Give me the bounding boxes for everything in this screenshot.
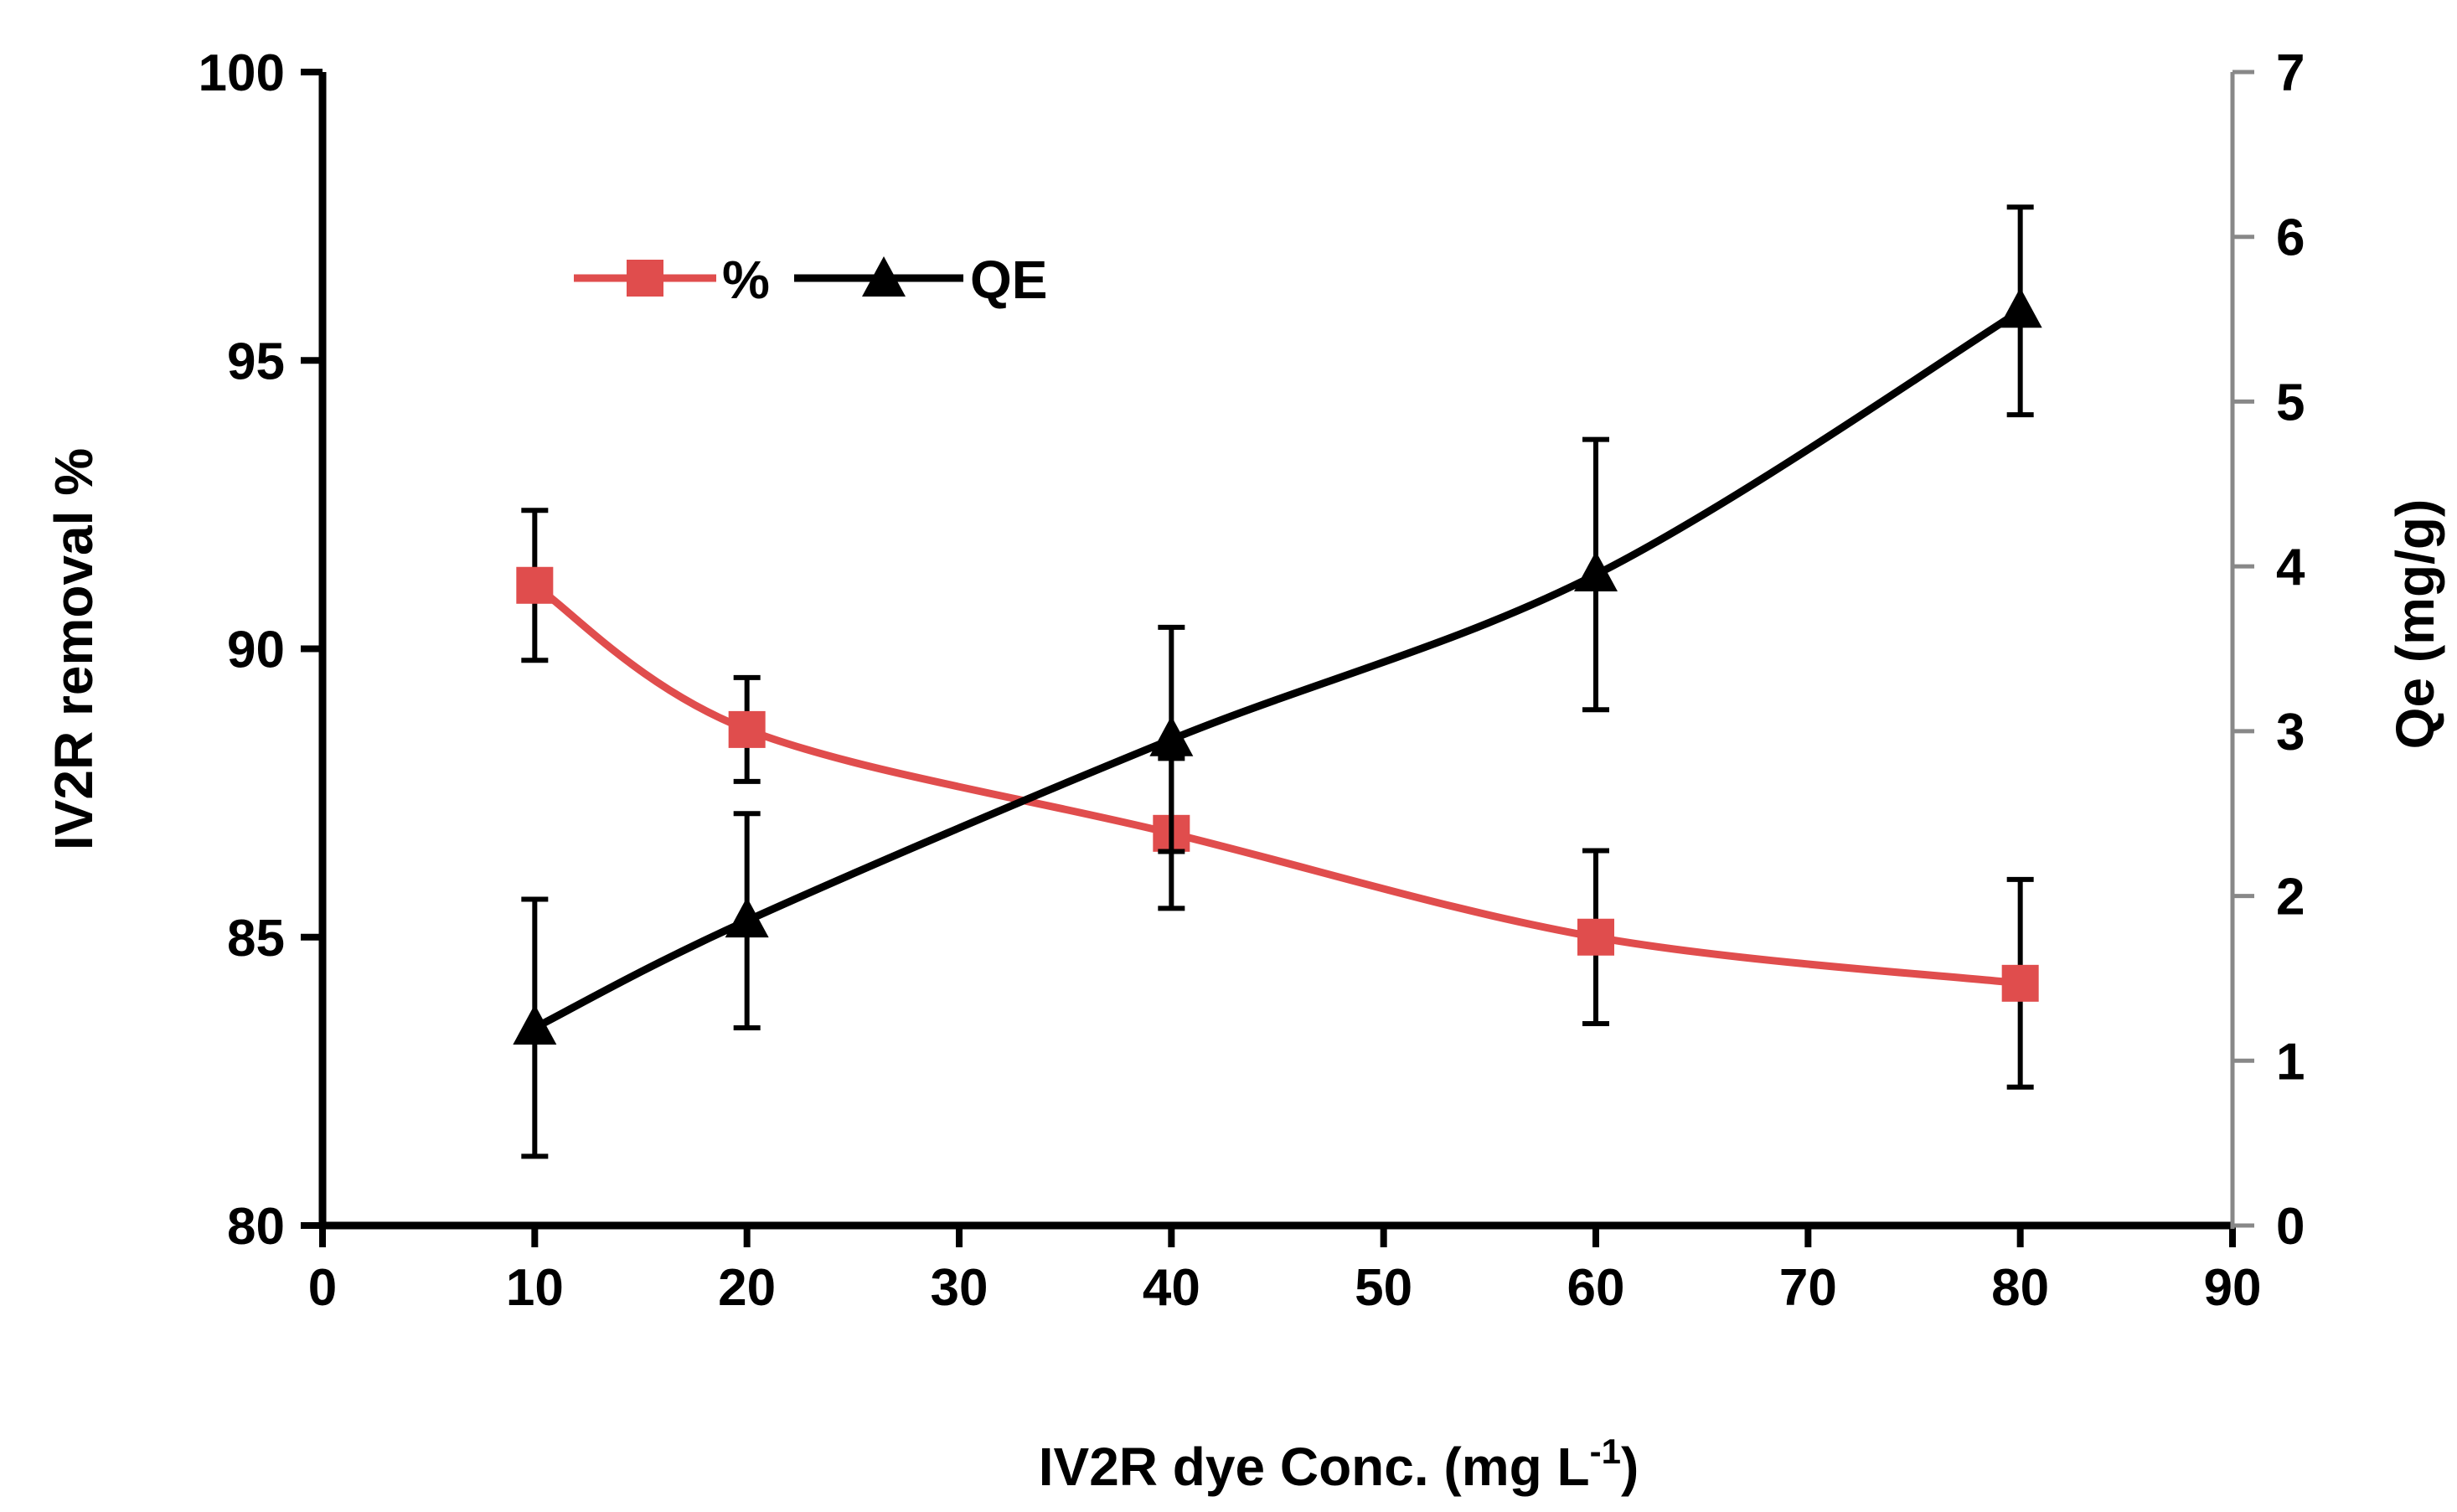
data-point-square xyxy=(516,566,554,604)
series xyxy=(513,204,2042,1159)
x-tick-label: 50 xyxy=(1355,1259,1412,1317)
legend-percent-marker xyxy=(627,260,663,297)
series-percent xyxy=(516,508,2039,1090)
tick-marks xyxy=(301,69,2254,1247)
data-point-triangle xyxy=(725,897,769,938)
x-tick-label: 20 xyxy=(718,1259,776,1317)
x-tick-label: 0 xyxy=(308,1259,337,1317)
axes xyxy=(318,72,2235,1230)
x-tick-label: 70 xyxy=(1779,1259,1837,1317)
y-right-tick-label: 2 xyxy=(2276,869,2305,926)
y-left-tick-label: 95 xyxy=(227,333,285,390)
tick-labels: 0 10 20 30 40 50 60 70 80 90 80 85 90 95 100 0 1 2 3 4 5 6 7 xyxy=(199,44,2305,1317)
x-axis-title: IV2R dye Conc. (mg L-1) xyxy=(1039,1432,1639,1497)
series-line xyxy=(533,307,2023,1031)
y-right-axis-title: Qe (mg/g) xyxy=(2385,499,2445,750)
y-left-axis-title: IV2R removal % xyxy=(44,448,104,850)
series-line xyxy=(532,582,2021,988)
data-point-triangle xyxy=(1574,550,1618,591)
y-right-tick-label: 4 xyxy=(2276,539,2305,596)
legend-qe-marker xyxy=(862,256,906,297)
x-tick-label: 40 xyxy=(1143,1259,1200,1317)
x-tick-label: 60 xyxy=(1567,1259,1625,1317)
y-right-tick-label: 7 xyxy=(2276,44,2305,102)
data-point-triangle xyxy=(1149,715,1194,756)
y-left-tick-label: 100 xyxy=(199,44,285,102)
data-point-triangle xyxy=(1998,287,2042,328)
legend: % QE xyxy=(574,250,1047,310)
data-point-square xyxy=(728,710,766,748)
y-left-tick-label: 80 xyxy=(227,1198,285,1256)
data-point-triangle xyxy=(513,1004,557,1045)
x-tick-label: 30 xyxy=(931,1259,988,1317)
y-right-tick-label: 6 xyxy=(2276,209,2305,267)
data-point-square xyxy=(1577,918,1614,956)
series-qe xyxy=(513,204,2042,1159)
data-point-square xyxy=(2001,964,2039,1002)
y-right-tick-label: 5 xyxy=(2276,374,2305,431)
legend-percent-label: % xyxy=(722,250,770,310)
y-left-tick-label: 90 xyxy=(227,622,285,679)
x-tick-label: 10 xyxy=(506,1259,564,1317)
legend-qe-label: QE xyxy=(970,250,1047,310)
y-right-tick-label: 0 xyxy=(2276,1198,2305,1256)
y-right-tick-label: 1 xyxy=(2276,1033,2305,1091)
x-tick-label: 80 xyxy=(1991,1259,2049,1317)
y-left-tick-label: 85 xyxy=(227,910,285,968)
x-tick-label: 90 xyxy=(2204,1259,2262,1317)
y-right-tick-label: 3 xyxy=(2276,704,2305,761)
